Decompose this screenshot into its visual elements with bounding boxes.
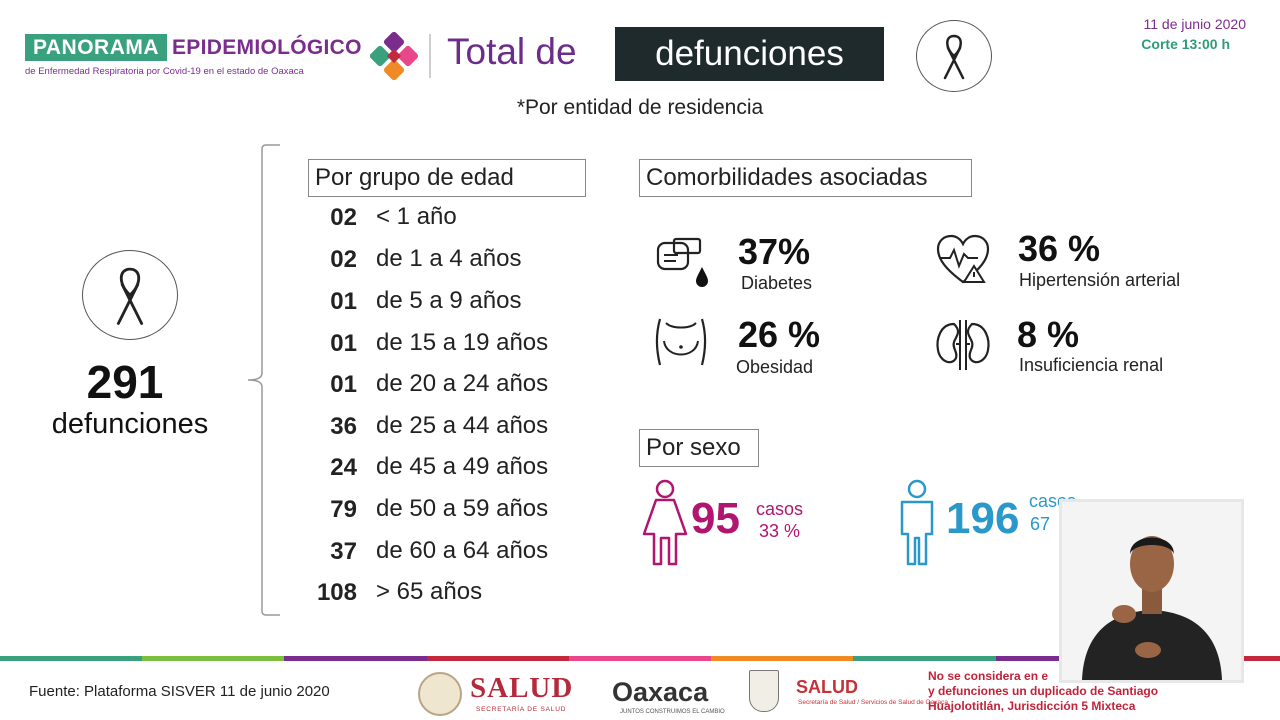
- footnote-line: Huajolotitlán, Jurisdicción 5 Mixteca: [928, 699, 1136, 713]
- salud-state-logo: SALUD: [796, 677, 858, 697]
- page-title-highlight: defunciones: [615, 27, 884, 81]
- comorbidity-pct: 8 %: [1017, 314, 1080, 355]
- age-range: de 1 a 4 años: [376, 245, 522, 272]
- female-pct: 33 %: [759, 521, 801, 541]
- age-range: de 60 a 64 años: [376, 537, 549, 564]
- comorbidity-name: Diabetes: [741, 273, 813, 293]
- age-range: < 1 año: [376, 203, 457, 230]
- age-count: 37: [330, 538, 357, 565]
- obesity-icon: [655, 318, 707, 366]
- comorbidity-name: Obesidad: [736, 357, 814, 377]
- male-icon: [900, 479, 934, 566]
- footnote-line: No se considera en e: [928, 669, 1049, 683]
- age-range: de 45 a 49 años: [376, 453, 549, 480]
- age-range: de 15 a 19 años: [376, 329, 549, 356]
- comorbidity-name: Hipertensión arterial: [1019, 270, 1181, 290]
- oaxaca-tagline: JUNTOS CONSTRUIMOS EL CAMBIO: [620, 709, 725, 715]
- age-range: de 25 a 44 años: [376, 412, 549, 439]
- heart-icon: [936, 234, 990, 284]
- male-pct: 67: [1030, 514, 1051, 534]
- report-date: 11 de junio 2020: [1143, 16, 1247, 32]
- brace-divider: [247, 144, 280, 616]
- age-count: 02: [330, 246, 357, 273]
- age-count: 36: [330, 413, 357, 440]
- logo-subtitle: de Enfermedad Respiratoria por Covid-19 …: [25, 66, 304, 77]
- male-count: 196: [946, 494, 1020, 543]
- logo-panorama: PANORAMA: [25, 34, 167, 61]
- footnote-line: y defunciones un duplicado de Santiago: [928, 684, 1159, 698]
- salud-federal-subtitle: SECRETARÍA DE SALUD: [476, 706, 567, 713]
- federal-seal-icon: [418, 672, 462, 716]
- age-group-heading: Por grupo de edad: [308, 159, 586, 197]
- age-range: de 20 a 24 años: [376, 370, 549, 397]
- age-count: 01: [330, 371, 357, 398]
- ribbon-badge-large: [82, 250, 178, 340]
- logo-mark-icon: [370, 32, 419, 81]
- comorbidity-name: Insuficiencia renal: [1019, 355, 1164, 375]
- age-count: 02: [330, 204, 357, 231]
- age-count: 79: [330, 496, 357, 523]
- kidneys-icon: [936, 320, 990, 370]
- comorbidity-pct: 37%: [738, 231, 811, 272]
- ribbon-badge: [916, 20, 992, 92]
- sex-heading: Por sexo: [639, 429, 759, 467]
- logo-epidemiologico: EPIDEMIOLÓGICO: [172, 36, 362, 59]
- page-title-prefix: Total de: [447, 31, 577, 72]
- sign-interpreter-video: [1059, 499, 1244, 683]
- oaxaca-logo: Oaxaca: [612, 677, 709, 707]
- age-count: 01: [330, 288, 357, 315]
- age-range: de 50 a 59 años: [376, 495, 549, 522]
- diabetes-icon: [656, 237, 708, 287]
- comorbidity-pct: 36 %: [1018, 228, 1101, 269]
- salud-federal-logo: SALUD: [470, 672, 574, 704]
- female-count: 95: [691, 494, 740, 543]
- interpreter-figure-icon: [1062, 502, 1241, 680]
- female-icon: [642, 479, 688, 566]
- data-source: Fuente: Plataforma SISVER 11 de junio 20…: [29, 683, 330, 700]
- salud-state-subtitle: Secretaría de Salud / Servicios de Salud…: [798, 699, 948, 706]
- report-cutoff: Corte 13:00 h: [1141, 36, 1230, 52]
- footnote: No se considera en e y defunciones un du…: [928, 669, 1218, 714]
- female-label: casos: [756, 499, 804, 519]
- comorbidity-pct: 26 %: [738, 314, 821, 355]
- ribbon-icon: [116, 267, 144, 325]
- state-shield-icon: [749, 670, 779, 712]
- header-divider: [429, 34, 431, 78]
- ribbon-icon: [943, 34, 965, 80]
- age-count: 01: [330, 330, 357, 357]
- age-count: 108: [316, 579, 357, 606]
- age-count: 24: [330, 454, 357, 481]
- subtitle: *Por entidad de residencia: [516, 96, 764, 119]
- total-deaths-value: 291: [86, 356, 164, 408]
- total-deaths-label: defunciones: [51, 408, 209, 440]
- age-range: de 5 a 9 años: [376, 287, 522, 314]
- comorbidities-heading: Comorbilidades asociadas: [639, 159, 972, 197]
- age-range: > 65 años: [376, 578, 483, 605]
